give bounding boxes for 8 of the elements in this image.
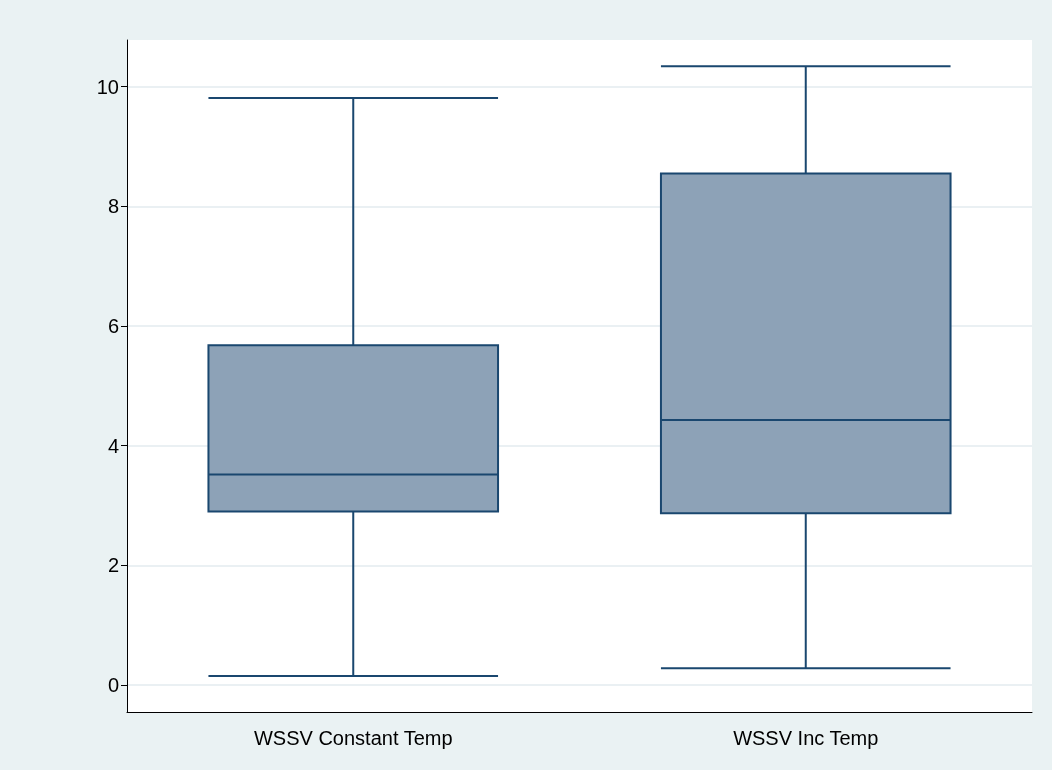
y-tick-label: 2 xyxy=(107,554,119,577)
y-tick-label: 6 xyxy=(107,315,119,338)
y-tick-label: 8 xyxy=(107,195,119,218)
y-tick-label: 10 xyxy=(96,75,119,98)
x-tick-label: WSSV Inc Temp xyxy=(733,727,879,749)
y-tick-label: 0 xyxy=(107,674,119,697)
x-tick-label: WSSV Constant Temp xyxy=(253,727,453,749)
y-tick-label: 4 xyxy=(107,434,119,457)
